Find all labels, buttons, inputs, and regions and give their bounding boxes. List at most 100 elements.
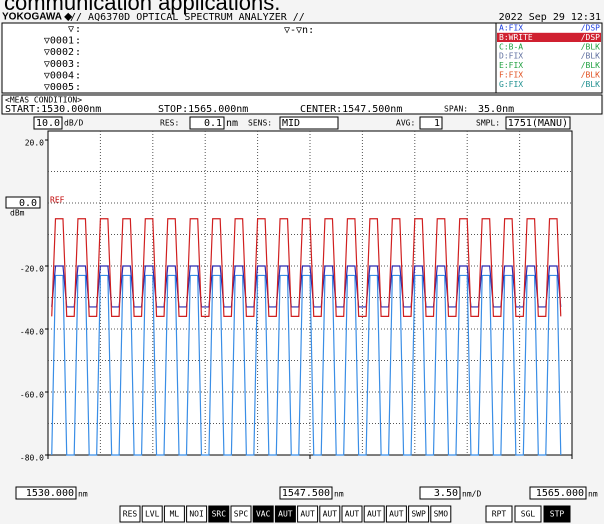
sens-label: SENS: bbox=[248, 119, 272, 128]
value-box bbox=[189, 116, 225, 130]
x-tick-label: 1547.500 bbox=[282, 488, 330, 499]
soft-key-label[interactable]: STP bbox=[550, 510, 565, 519]
trace-label: G:FIX bbox=[499, 80, 523, 89]
trace-state: /BLK bbox=[581, 71, 600, 80]
res-unit: nm bbox=[226, 118, 238, 129]
trace-label: F:FIX bbox=[499, 71, 523, 80]
soft-key-label[interactable]: AUT bbox=[278, 510, 293, 519]
delta-marker: ▽-▽n: bbox=[284, 25, 314, 36]
trace-label: E:FIX bbox=[499, 61, 523, 70]
marker-label: ▽0001 bbox=[44, 36, 74, 47]
span-div-box bbox=[419, 486, 461, 500]
span-per-div: 3.50 bbox=[434, 488, 458, 499]
soft-key[interactable] bbox=[141, 505, 163, 523]
meas-span: 35.0nm bbox=[478, 104, 514, 115]
trace-state: /BLK bbox=[581, 80, 600, 89]
x-unit: nm bbox=[588, 490, 598, 499]
ref-value: 0.0 bbox=[19, 198, 37, 209]
marker-separator: : bbox=[75, 36, 81, 47]
model: // AQ6370D OPTICAL SPECTRUM ANALYZER // bbox=[70, 12, 305, 23]
marker-label: ▽0004 bbox=[44, 70, 74, 81]
trace-line bbox=[51, 265, 562, 308]
marker-label: ▽0005 bbox=[44, 82, 74, 93]
x-unit: nm bbox=[334, 490, 344, 499]
meas-start: START:1530.000nm bbox=[5, 104, 101, 115]
trace-state: /DSP bbox=[581, 33, 600, 42]
meas-span-label: SPAN: bbox=[444, 105, 468, 114]
trace-label: A:FIX bbox=[499, 24, 523, 33]
trace-line bbox=[51, 274, 562, 456]
soft-key[interactable] bbox=[319, 505, 341, 523]
meas-panel bbox=[1, 94, 603, 115]
soft-key-label[interactable]: AUT bbox=[323, 510, 338, 519]
soft-key-label[interactable]: NOI bbox=[189, 510, 204, 519]
trace-line bbox=[51, 218, 562, 317]
ref-box bbox=[5, 196, 41, 209]
soft-key-label[interactable]: SGL bbox=[521, 510, 536, 519]
ref-unit: dBm bbox=[10, 209, 25, 218]
soft-key[interactable] bbox=[514, 505, 542, 523]
trace-label: C:B-A bbox=[499, 42, 523, 51]
avg: 1 bbox=[434, 118, 440, 129]
y-tick-label: 20.0 bbox=[25, 139, 44, 148]
soft-key-label[interactable]: LVL bbox=[145, 510, 160, 519]
x-tick-box bbox=[279, 486, 333, 500]
trace-label: D:FIX bbox=[499, 52, 523, 61]
soft-key-label[interactable]: SRC bbox=[212, 510, 227, 519]
soft-key[interactable] bbox=[186, 505, 208, 523]
soft-key-label[interactable]: AUT bbox=[345, 510, 360, 519]
trace-label: B:WRITE bbox=[499, 33, 533, 42]
marker-separator: : bbox=[75, 47, 81, 58]
soft-key[interactable] bbox=[385, 505, 407, 523]
soft-key-label[interactable]: RPT bbox=[492, 510, 507, 519]
brand: YOKOGAWA ◆ bbox=[2, 12, 72, 23]
soft-key[interactable] bbox=[485, 505, 513, 523]
soft-key-label[interactable]: SWP bbox=[411, 510, 426, 519]
trace-state: /BLK bbox=[581, 42, 600, 51]
trace-state: /BLK bbox=[581, 52, 600, 61]
soft-key[interactable] bbox=[297, 505, 319, 523]
soft-key-label[interactable]: AUT bbox=[300, 510, 315, 519]
soft-key[interactable] bbox=[430, 505, 452, 523]
marker-label: ▽ bbox=[68, 24, 74, 35]
y-tick-label: -60.0 bbox=[20, 391, 44, 400]
value-box bbox=[279, 116, 339, 130]
sens: MID bbox=[282, 118, 300, 129]
soft-key-label[interactable]: VAC bbox=[256, 510, 271, 519]
soft-key-label[interactable]: AUT bbox=[389, 510, 404, 519]
res-label: RES: bbox=[160, 119, 179, 128]
meas-stop: STOP:1565.000nm bbox=[158, 104, 248, 115]
ref-label: REF bbox=[50, 196, 65, 205]
soft-key-label[interactable]: ML bbox=[170, 510, 180, 519]
soft-key-label[interactable]: SMO bbox=[434, 510, 449, 519]
soft-key-label[interactable]: RES bbox=[123, 510, 138, 519]
span-per-div-unit: nm/D bbox=[462, 490, 481, 499]
value-box bbox=[419, 116, 443, 130]
caption: communication applications. bbox=[4, 0, 280, 15]
marker-label: ▽0003 bbox=[44, 59, 74, 70]
x-tick-label: 1565.000 bbox=[536, 488, 584, 499]
soft-key[interactable] bbox=[363, 505, 385, 523]
soft-key[interactable] bbox=[208, 505, 230, 523]
soft-key[interactable] bbox=[408, 505, 430, 523]
soft-key[interactable] bbox=[163, 505, 185, 523]
soft-key-label[interactable]: SPC bbox=[234, 510, 249, 519]
avg-label: AVG: bbox=[396, 119, 415, 128]
y-tick-label: -20.0 bbox=[20, 265, 44, 274]
value-box bbox=[505, 116, 571, 130]
x-tick-box bbox=[15, 486, 77, 500]
soft-key[interactable] bbox=[341, 505, 363, 523]
settings-row: 10.0 dB/D RES: 0.1 nm SENS: MID AVG: 1 S… bbox=[33, 116, 571, 130]
soft-key[interactable] bbox=[230, 505, 252, 523]
soft-key[interactable] bbox=[119, 505, 141, 523]
soft-key-label[interactable]: AUT bbox=[367, 510, 382, 519]
soft-key[interactable] bbox=[274, 505, 296, 523]
trace-highlight bbox=[497, 32, 601, 42]
soft-key[interactable] bbox=[252, 505, 274, 523]
soft-key[interactable] bbox=[543, 505, 571, 523]
marker-label: ▽0002 bbox=[44, 47, 74, 58]
marker-separator: : bbox=[75, 59, 81, 70]
datetime: 2022 Sep 29 12:31 bbox=[499, 12, 601, 23]
